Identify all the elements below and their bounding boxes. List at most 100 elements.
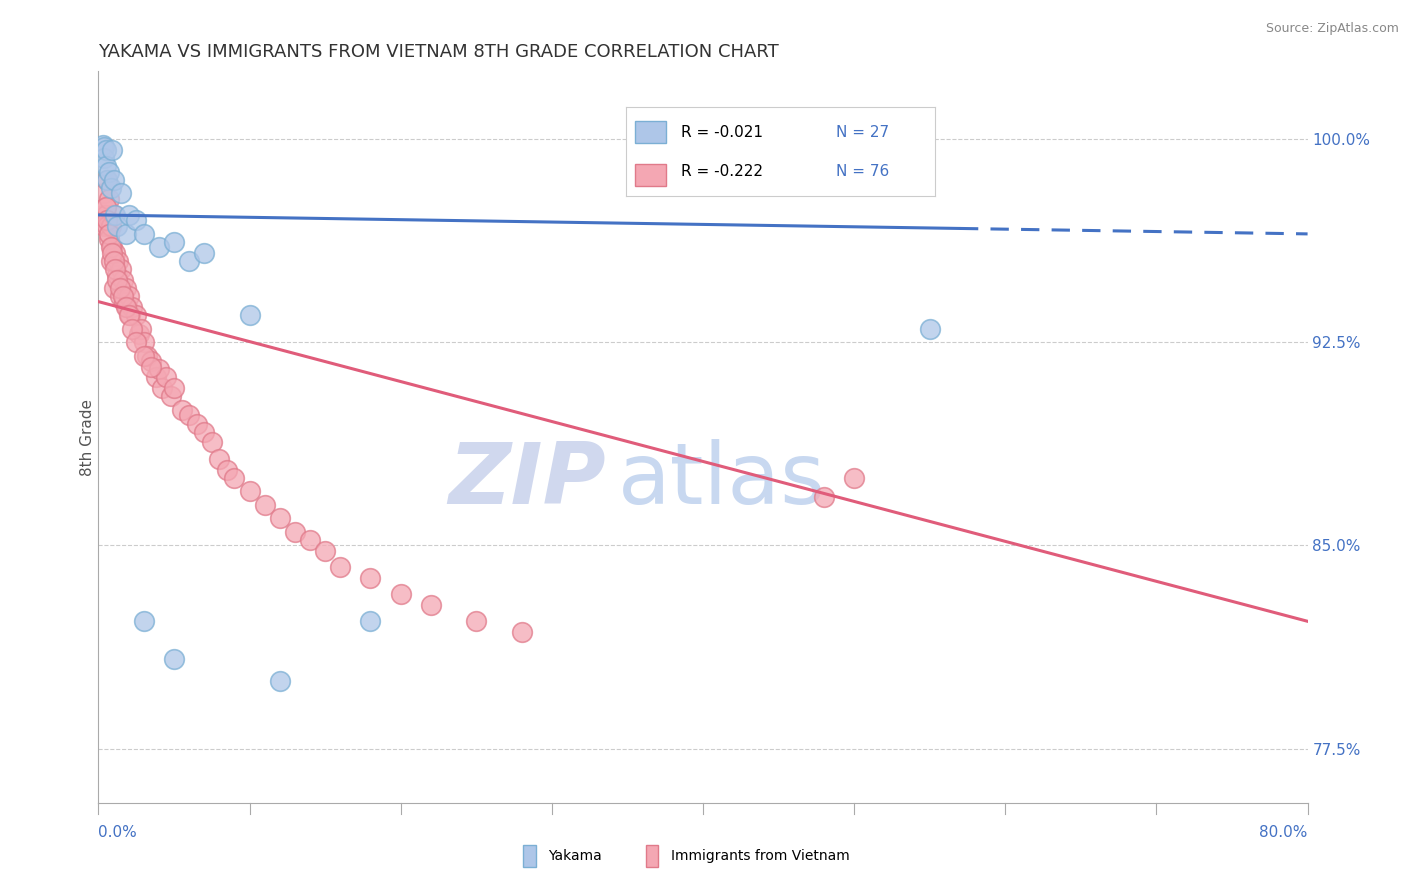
Point xyxy=(103,254,125,268)
Text: 0.0%: 0.0% xyxy=(98,825,138,840)
Point xyxy=(510,625,533,640)
Point xyxy=(284,524,307,539)
Point xyxy=(110,186,132,201)
Point xyxy=(110,262,132,277)
Point xyxy=(91,137,114,152)
Point xyxy=(96,172,118,186)
Point xyxy=(132,349,155,363)
Point xyxy=(115,300,138,314)
Point xyxy=(155,370,177,384)
Point xyxy=(163,381,186,395)
Point xyxy=(160,389,183,403)
Text: 80.0%: 80.0% xyxy=(1260,825,1308,840)
Point xyxy=(96,213,118,227)
Point xyxy=(98,232,121,246)
Point xyxy=(105,268,128,282)
Text: atlas: atlas xyxy=(619,440,827,523)
Point xyxy=(118,308,141,322)
Point xyxy=(360,615,382,629)
Point xyxy=(114,227,136,241)
Point xyxy=(96,172,118,186)
Text: N = 27: N = 27 xyxy=(837,125,889,139)
Point xyxy=(93,219,115,233)
Point xyxy=(111,273,134,287)
Point xyxy=(112,294,135,309)
Point xyxy=(193,245,215,260)
Point xyxy=(193,425,215,439)
Text: N = 76: N = 76 xyxy=(837,164,889,178)
Point xyxy=(329,560,352,574)
Point xyxy=(105,219,128,233)
Point xyxy=(101,143,124,157)
Point xyxy=(179,409,201,423)
Point xyxy=(98,192,121,206)
Point xyxy=(91,208,114,222)
Point xyxy=(224,471,246,485)
Point xyxy=(239,484,262,499)
Bar xyxy=(636,121,665,143)
Point xyxy=(918,322,941,336)
Point xyxy=(239,308,262,322)
Point xyxy=(104,208,127,222)
Point xyxy=(94,200,117,214)
Point xyxy=(148,240,170,254)
Point xyxy=(120,308,142,322)
Point xyxy=(100,219,122,233)
Point xyxy=(844,471,866,485)
Point xyxy=(148,362,170,376)
Point xyxy=(108,289,131,303)
Point xyxy=(100,181,122,195)
Point xyxy=(93,186,115,201)
Point xyxy=(132,227,155,241)
Point xyxy=(98,164,121,178)
Point xyxy=(101,245,124,260)
Point xyxy=(132,335,155,350)
Point xyxy=(163,652,186,666)
Point xyxy=(100,254,122,268)
Bar xyxy=(636,164,665,186)
Point xyxy=(121,300,143,314)
Point xyxy=(215,462,238,476)
Point xyxy=(121,322,143,336)
Point xyxy=(420,598,443,612)
Point xyxy=(186,417,208,431)
Text: Immigrants from Vietnam: Immigrants from Vietnam xyxy=(671,849,849,863)
Point xyxy=(125,213,148,227)
Point xyxy=(93,140,115,154)
Text: Source: ZipAtlas.com: Source: ZipAtlas.com xyxy=(1265,22,1399,36)
Point xyxy=(141,354,163,368)
Point xyxy=(360,571,382,585)
Point xyxy=(107,254,129,268)
Point xyxy=(314,544,336,558)
Point xyxy=(108,281,131,295)
Point xyxy=(98,227,121,241)
Text: Yakama: Yakama xyxy=(548,849,602,863)
Point xyxy=(118,289,141,303)
Point xyxy=(465,615,488,629)
Point xyxy=(104,262,127,277)
Point xyxy=(299,533,322,547)
Text: R = -0.021: R = -0.021 xyxy=(682,125,763,139)
Point xyxy=(145,370,167,384)
Point xyxy=(269,511,291,525)
Point xyxy=(389,587,412,601)
Text: YAKAMA VS IMMIGRANTS FROM VIETNAM 8TH GRADE CORRELATION CHART: YAKAMA VS IMMIGRANTS FROM VIETNAM 8TH GR… xyxy=(98,44,779,62)
Point xyxy=(253,498,276,512)
Point xyxy=(100,240,122,254)
Point xyxy=(94,208,117,222)
Text: R = -0.222: R = -0.222 xyxy=(682,164,763,178)
Y-axis label: 8th Grade: 8th Grade xyxy=(80,399,94,475)
Text: ZIP: ZIP xyxy=(449,440,606,523)
Point xyxy=(170,403,193,417)
Point xyxy=(94,200,117,214)
Point xyxy=(208,451,231,466)
Point xyxy=(129,322,152,336)
Point xyxy=(94,143,117,157)
Point xyxy=(132,615,155,629)
Point xyxy=(179,254,201,268)
Point xyxy=(128,327,150,342)
Point xyxy=(93,151,115,165)
Point xyxy=(101,240,124,254)
Point xyxy=(114,281,136,295)
Point xyxy=(125,308,148,322)
